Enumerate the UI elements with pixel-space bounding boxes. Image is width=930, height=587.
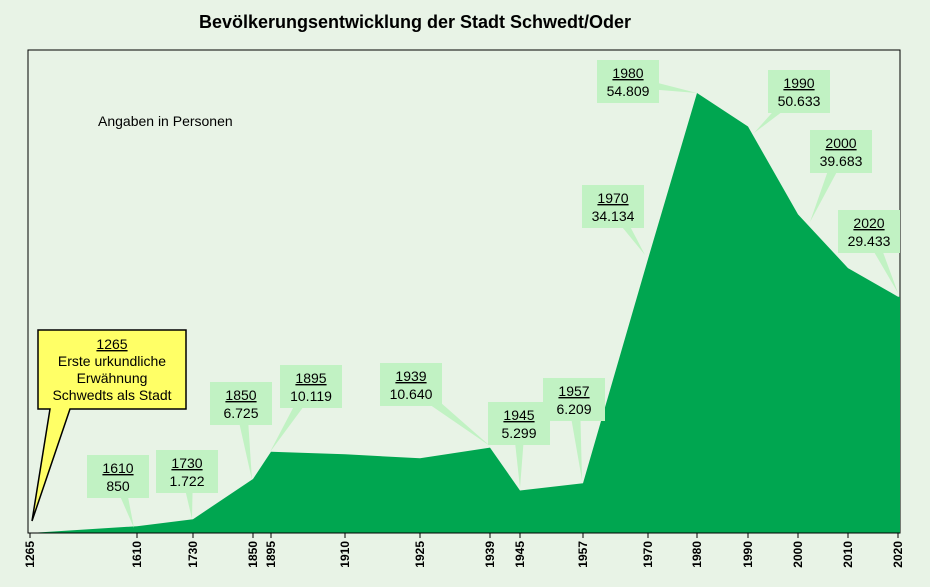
x-tick-label: 1970 <box>641 541 655 568</box>
x-axis-ticks: 1265 1610 1730 1850 1895 1910 1925 1939 1945 1957… <box>23 533 905 568</box>
callout-year: 1265 <box>96 336 127 352</box>
label-box <box>87 455 149 498</box>
label-value: 54.809 <box>607 83 650 99</box>
label-year: 1730 <box>171 455 202 471</box>
label-year: 1939 <box>395 368 426 384</box>
label-year: 1850 <box>225 387 256 403</box>
callout-shape <box>31 329 187 522</box>
x-tick-label: 1610 <box>130 541 144 568</box>
data-label-1610: 1610 850 <box>87 455 149 528</box>
label-value: 5.299 <box>501 425 536 441</box>
x-tick-label: 1730 <box>186 541 200 568</box>
label-year: 1980 <box>612 65 643 81</box>
label-year: 2020 <box>853 215 884 231</box>
data-label-1970: 1970 34.134 <box>582 185 645 255</box>
label-box <box>156 450 218 493</box>
x-tick-label: 1265 <box>23 541 37 568</box>
x-tick-label: 1980 <box>690 541 704 568</box>
x-tick-label: 1945 <box>513 541 527 568</box>
x-tick-label: 2000 <box>791 541 805 568</box>
data-labels: 161085017301.72218506.725189510.11919391… <box>87 60 900 528</box>
x-tick-label: 1850 <box>246 541 260 568</box>
data-label-1939: 1939 10.640 <box>380 363 490 446</box>
label-box <box>768 70 830 113</box>
label-box <box>280 365 342 408</box>
x-tick-label: 1957 <box>576 541 590 568</box>
label-value: 29.433 <box>848 233 891 249</box>
data-label-2000: 2000 39.683 <box>810 130 872 222</box>
label-value: 6.209 <box>556 401 591 417</box>
data-label-1730: 1730 1.722 <box>156 450 218 519</box>
label-value: 39.683 <box>820 153 863 169</box>
label-year: 1990 <box>783 75 814 91</box>
label-year: 1895 <box>295 370 326 386</box>
label-value: 850 <box>106 478 130 494</box>
label-box <box>582 185 644 228</box>
x-tick-label: 1990 <box>741 541 755 568</box>
label-value: 6.725 <box>223 405 258 421</box>
label-value: 10.119 <box>290 388 332 404</box>
data-label-1850: 1850 6.725 <box>210 382 272 480</box>
label-box <box>597 60 659 103</box>
x-tick-label: 2020 <box>891 541 905 568</box>
x-tick-label: 2010 <box>841 541 855 568</box>
label-year: 1957 <box>558 383 589 399</box>
callout-line: Schwedts als Stadt <box>52 387 171 403</box>
x-tick-label: 1895 <box>264 541 278 568</box>
callout-line: Erwähnung <box>77 370 148 386</box>
x-tick-label: 1925 <box>413 541 427 568</box>
population-area <box>30 93 900 533</box>
chart-title: Bevölkerungsentwicklung der Stadt Schwed… <box>198 12 632 32</box>
data-label-1895: 1895 10.119 <box>270 365 342 452</box>
label-value: 10.640 <box>390 386 433 402</box>
x-tick-label: 1939 <box>483 541 497 568</box>
label-box <box>810 130 872 173</box>
label-value: 34.134 <box>592 208 635 224</box>
data-label-1990: 1990 50.633 <box>754 70 830 133</box>
label-box <box>380 363 442 406</box>
chart-subtitle: Angaben in Personen <box>98 113 233 129</box>
label-box <box>838 210 900 253</box>
data-label-1957: 1957 6.209 <box>543 378 605 480</box>
label-year: 1970 <box>597 190 628 206</box>
x-tick-label: 1910 <box>338 541 352 568</box>
label-year: 1945 <box>503 407 534 423</box>
label-year: 1610 <box>102 460 133 476</box>
label-value: 1.722 <box>169 473 204 489</box>
label-box <box>488 402 550 445</box>
data-label-1980: 1980 54.809 <box>597 60 697 103</box>
label-box <box>543 378 605 421</box>
label-box <box>210 382 272 425</box>
label-value: 50.633 <box>778 93 821 109</box>
callout-line: Erste urkundliche <box>58 353 166 369</box>
data-label-1945: 1945 5.299 <box>488 402 550 488</box>
label-year: 2000 <box>825 135 856 151</box>
data-label-2020: 2020 29.433 <box>838 210 900 293</box>
